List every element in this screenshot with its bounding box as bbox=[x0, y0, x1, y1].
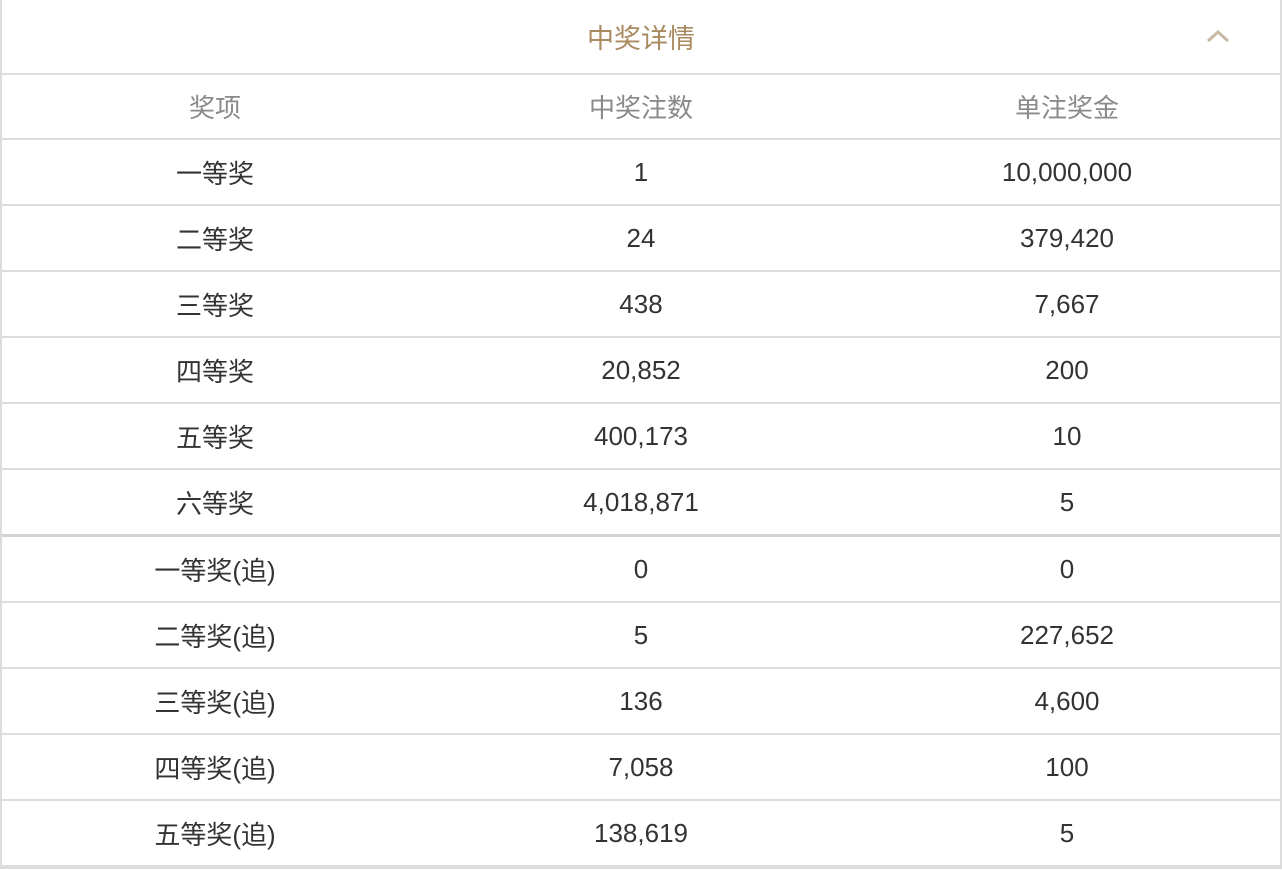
cell-prize-amount: 200 bbox=[1045, 354, 1089, 385]
cell-winning-count: 20,852 bbox=[601, 354, 681, 385]
cell-winning-count: 1 bbox=[633, 156, 649, 187]
cell-prize-amount: 7,667 bbox=[1034, 288, 1100, 319]
cell-prize-level: 一等奖 bbox=[175, 158, 254, 189]
cell-winning-count: 5 bbox=[633, 619, 649, 650]
cell-prize-level: 一等奖(追) bbox=[154, 555, 276, 586]
cell-prize-level: 四等奖 bbox=[175, 356, 254, 387]
cell-prize-amount: 5 bbox=[1059, 486, 1075, 517]
cell-prize-level: 四等奖(追) bbox=[154, 753, 276, 784]
table-header: 奖项 中奖注数 单注奖金 bbox=[2, 75, 1280, 140]
chevron-up-icon[interactable] bbox=[1204, 22, 1232, 50]
table-row: 五等奖(追) 138,619 5 bbox=[2, 801, 1280, 867]
cell-winning-count: 136 bbox=[619, 685, 663, 716]
cell-prize-amount: 0 bbox=[1059, 553, 1075, 584]
cell-prize-amount: 227,652 bbox=[1020, 619, 1114, 650]
table-row: 五等奖 400,173 10 bbox=[2, 404, 1280, 470]
header-prize-level: 奖项 bbox=[188, 93, 241, 123]
cell-winning-count: 400,173 bbox=[594, 420, 688, 451]
table-row: 三等奖(追) 136 4,600 bbox=[2, 669, 1280, 735]
cell-prize-amount: 10 bbox=[1052, 420, 1082, 451]
cell-prize-level: 五等奖 bbox=[175, 422, 254, 453]
cell-prize-amount: 100 bbox=[1045, 751, 1089, 782]
cell-prize-level: 二等奖 bbox=[175, 224, 254, 255]
cell-winning-count: 4,018,871 bbox=[583, 486, 699, 517]
cell-prize-amount: 4,600 bbox=[1034, 685, 1100, 716]
cell-prize-level: 二等奖(追) bbox=[154, 621, 276, 652]
table-row: 四等奖(追) 7,058 100 bbox=[2, 735, 1280, 801]
cell-prize-level: 五等奖(追) bbox=[154, 819, 276, 850]
table-row: 二等奖 24 379,420 bbox=[2, 206, 1280, 272]
header-winning-count: 中奖注数 bbox=[588, 93, 693, 123]
cell-winning-count: 24 bbox=[626, 222, 656, 253]
cell-prize-amount: 10,000,000 bbox=[1001, 156, 1133, 187]
cell-winning-count: 0 bbox=[633, 553, 649, 584]
table-row: 六等奖 4,018,871 5 bbox=[2, 470, 1280, 537]
cell-prize-amount: 379,420 bbox=[1020, 222, 1114, 253]
cell-prize-amount: 5 bbox=[1059, 817, 1075, 848]
table-row: 一等奖(追) 0 0 bbox=[2, 537, 1280, 603]
header-prize-amount: 单注奖金 bbox=[1014, 93, 1119, 123]
table-row: 二等奖(追) 5 227,652 bbox=[2, 603, 1280, 669]
panel-header[interactable]: 中奖详情 bbox=[2, 0, 1280, 75]
table-row: 四等奖 20,852 200 bbox=[2, 338, 1280, 404]
cell-prize-level: 六等奖 bbox=[175, 488, 254, 519]
cell-winning-count: 138,619 bbox=[594, 817, 688, 848]
cell-prize-level: 三等奖 bbox=[175, 290, 254, 321]
table-row: 一等奖 1 10,000,000 bbox=[2, 140, 1280, 206]
cell-winning-count: 7,058 bbox=[608, 751, 674, 782]
table-row: 三等奖 438 7,667 bbox=[2, 272, 1280, 338]
cell-prize-level: 三等奖(追) bbox=[154, 687, 276, 718]
panel-title: 中奖详情 bbox=[587, 24, 695, 54]
cell-winning-count: 438 bbox=[619, 288, 663, 319]
